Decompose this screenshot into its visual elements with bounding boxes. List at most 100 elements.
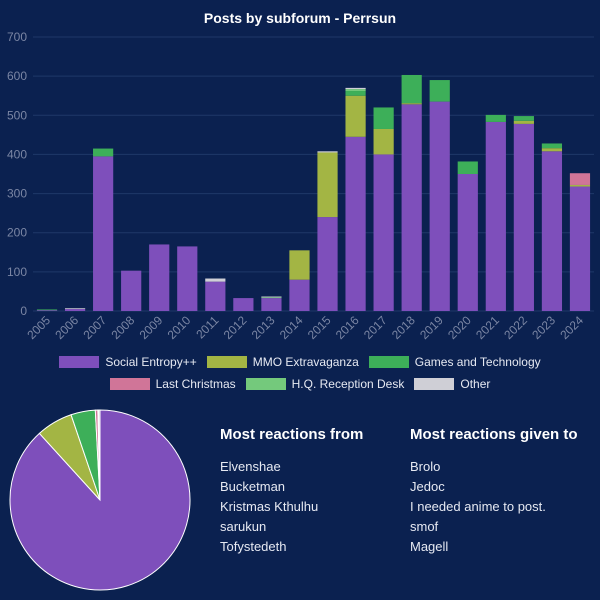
bar-segment[interactable] bbox=[289, 279, 310, 311]
bar-segment[interactable] bbox=[93, 156, 114, 311]
legend-swatch bbox=[59, 356, 100, 368]
bar-segment[interactable] bbox=[261, 297, 282, 299]
bar-segment[interactable] bbox=[317, 151, 338, 153]
x-tick-label: 2009 bbox=[137, 313, 166, 342]
bar-segment[interactable] bbox=[513, 120, 534, 124]
y-tick-label: 700 bbox=[7, 30, 27, 44]
reactions-from-item[interactable]: Elvenshae bbox=[220, 459, 281, 474]
legend-label: MMO Extravaganza bbox=[252, 355, 359, 369]
reactions-to-item[interactable]: I needed anime to post. bbox=[410, 499, 546, 514]
bar-chart: Posts by subforum - Perrsun 0 100 200 300 400… bbox=[7, 10, 594, 342]
x-tick-label: 2024 bbox=[557, 313, 586, 342]
legend-item[interactable]: Social Entropy++ bbox=[59, 355, 197, 369]
reactions-from-panel: Most reactions from Elvenshae Bucketman … bbox=[220, 426, 363, 557]
bar-segment[interactable] bbox=[345, 91, 366, 96]
bar-segment[interactable] bbox=[373, 107, 394, 129]
chart-title: Posts by subforum - Perrsun bbox=[204, 10, 396, 26]
x-tick-label: 2013 bbox=[249, 313, 278, 342]
bar-segment[interactable] bbox=[289, 250, 310, 280]
legend-label: Other bbox=[460, 377, 491, 391]
bar-segment[interactable] bbox=[541, 151, 563, 311]
bar-segment[interactable] bbox=[317, 152, 338, 218]
x-tick-label: 2008 bbox=[109, 313, 138, 342]
legend-label: H.Q. Reception Desk bbox=[291, 377, 405, 391]
y-tick-label: 100 bbox=[7, 265, 27, 279]
bar-segment[interactable] bbox=[345, 87, 366, 90]
reactions-from-item[interactable]: Bucketman bbox=[220, 479, 286, 494]
bar-segment[interactable] bbox=[261, 296, 282, 298]
bar-segment[interactable] bbox=[205, 281, 226, 311]
bar-segment[interactable] bbox=[93, 148, 114, 157]
legend-swatch bbox=[206, 356, 247, 368]
reactions-from-heading: Most reactions from bbox=[220, 426, 364, 443]
bar-segment[interactable] bbox=[513, 116, 534, 121]
bar-segment[interactable] bbox=[401, 104, 422, 311]
reactions-to-item[interactable]: Jedoc bbox=[410, 479, 445, 494]
bar-segment[interactable] bbox=[261, 298, 282, 311]
bar-segment[interactable] bbox=[36, 309, 58, 311]
pie-slice[interactable] bbox=[97, 409, 101, 501]
legend-item[interactable]: Last Christmas bbox=[109, 377, 236, 391]
chart-legend-row-2: Last Christmas H.Q. Reception Desk Other bbox=[0, 377, 600, 391]
bar-segment[interactable] bbox=[233, 298, 254, 311]
x-tick-label: 2005 bbox=[24, 313, 53, 342]
bar-segment[interactable] bbox=[205, 278, 226, 282]
bar-segment[interactable] bbox=[36, 310, 58, 311]
x-tick-label: 2018 bbox=[389, 313, 418, 342]
legend-item[interactable]: Other bbox=[414, 377, 490, 391]
bar-segment[interactable] bbox=[401, 103, 422, 105]
bar-segment[interactable] bbox=[149, 244, 170, 311]
bar-segment[interactable] bbox=[373, 128, 394, 155]
reactions-to-item[interactable]: Magell bbox=[410, 539, 449, 554]
reactions-to-panel: Most reactions given to Brolo Jedoc I ne… bbox=[410, 426, 578, 557]
bar-segment[interactable] bbox=[429, 80, 450, 102]
x-tick-label: 2021 bbox=[473, 313, 502, 342]
bar-segment[interactable] bbox=[121, 270, 142, 311]
legend-label: Social Entropy++ bbox=[105, 355, 197, 369]
legend-item[interactable]: MMO Extravaganza bbox=[206, 355, 359, 369]
bar-segment[interactable] bbox=[345, 89, 366, 92]
legend-item[interactable]: H.Q. Reception Desk bbox=[245, 377, 405, 391]
chart-legend: Social Entropy++ MMO Extravaganza Games an… bbox=[0, 355, 600, 369]
bar-segment[interactable] bbox=[569, 173, 591, 185]
bar-segment[interactable] bbox=[401, 74, 422, 104]
reactions-from-item[interactable]: Tofystedeth bbox=[220, 539, 287, 554]
bar-segment[interactable] bbox=[64, 308, 86, 310]
legend-label: Last Christmas bbox=[155, 377, 236, 391]
legend-swatch bbox=[109, 378, 150, 390]
bar-segment[interactable] bbox=[485, 121, 506, 311]
x-tick-label: 2012 bbox=[221, 313, 250, 342]
x-tick-label: 2015 bbox=[305, 313, 334, 342]
y-tick-label: 600 bbox=[7, 69, 27, 83]
bar-segment[interactable] bbox=[513, 123, 534, 311]
bar-segment[interactable] bbox=[345, 136, 366, 311]
x-tick-label: 2014 bbox=[277, 313, 306, 342]
bar-segment[interactable] bbox=[457, 174, 478, 311]
bar-segment[interactable] bbox=[177, 246, 198, 311]
bar-segment[interactable] bbox=[485, 114, 506, 122]
reactions-to-heading: Most reactions given to bbox=[410, 426, 578, 443]
y-tick-label: 200 bbox=[7, 226, 27, 240]
y-tick-label: 300 bbox=[7, 187, 27, 201]
reactions-to-item[interactable]: Brolo bbox=[410, 459, 441, 474]
bar-segment[interactable] bbox=[373, 154, 394, 311]
reactions-to-item[interactable]: smof bbox=[410, 519, 439, 534]
reactions-from-item[interactable]: sarukun bbox=[220, 519, 267, 534]
bar-segment[interactable] bbox=[457, 161, 478, 174]
y-tick-label: 0 bbox=[20, 304, 27, 318]
x-tick-label: 2006 bbox=[52, 313, 81, 342]
bar-segment[interactable] bbox=[64, 309, 86, 311]
x-tick-label: 2011 bbox=[193, 313, 221, 341]
bar-segment[interactable] bbox=[569, 186, 591, 311]
bar-segment[interactable] bbox=[429, 101, 450, 311]
x-tick-label: 2007 bbox=[80, 313, 109, 342]
bar-segment[interactable] bbox=[317, 217, 338, 311]
bar-segment[interactable] bbox=[345, 95, 366, 137]
bar-segment[interactable] bbox=[541, 148, 563, 152]
x-tick-label: 2022 bbox=[501, 313, 530, 342]
reactions-from-item[interactable]: Kristmas Kthulhu bbox=[220, 499, 319, 514]
bar-segment[interactable] bbox=[541, 143, 563, 149]
x-tick-label: 2019 bbox=[417, 313, 446, 342]
bar-segment[interactable] bbox=[569, 184, 591, 187]
legend-item[interactable]: Games and Technology bbox=[368, 355, 541, 369]
